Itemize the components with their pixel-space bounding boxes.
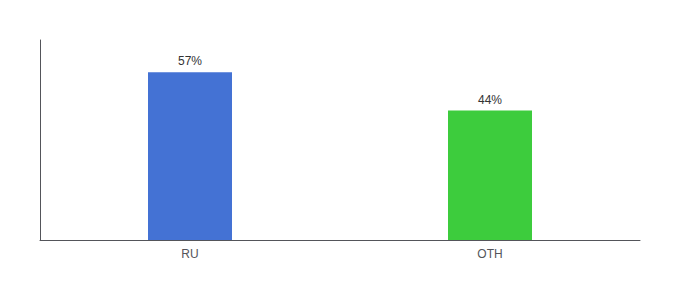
svg-text:OTH: OTH xyxy=(477,247,502,261)
svg-text:44%: 44% xyxy=(478,93,502,107)
svg-text:57%: 57% xyxy=(178,54,202,68)
svg-text:RU: RU xyxy=(181,247,198,261)
